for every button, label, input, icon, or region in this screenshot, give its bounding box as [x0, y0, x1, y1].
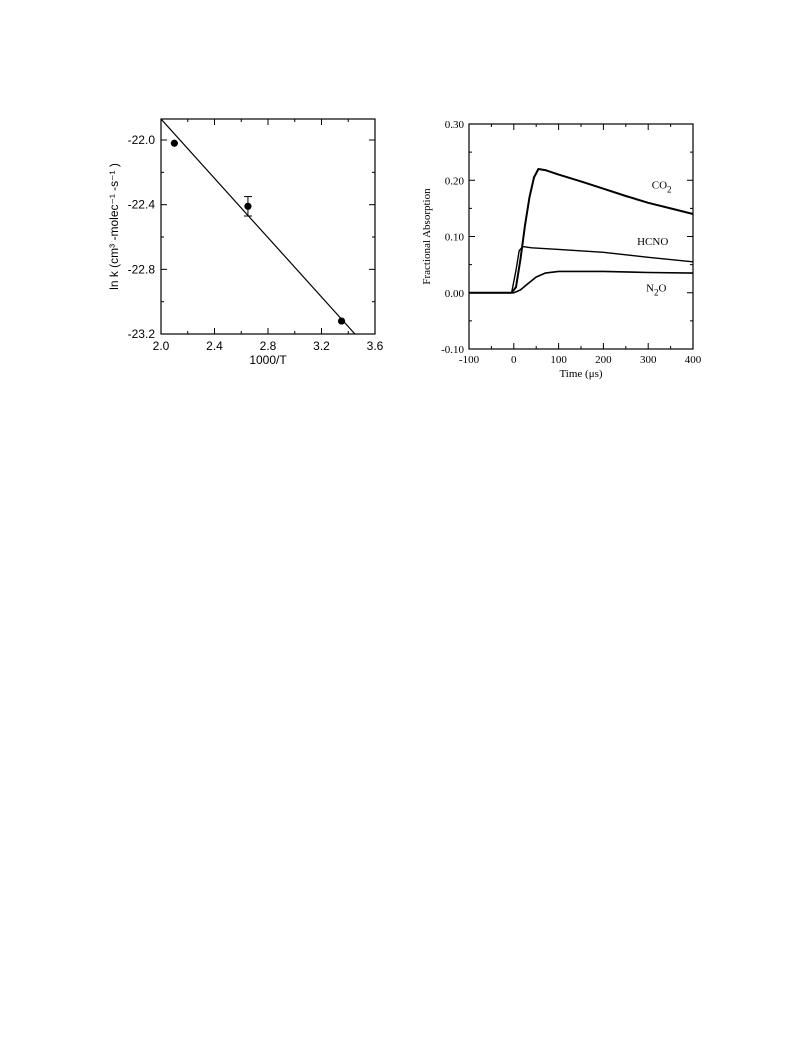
x-tick-label: 2.8: [260, 339, 277, 353]
series-label-main: HCNO: [637, 236, 668, 248]
series-label: HCNO: [637, 236, 668, 248]
x-tick-label: 3.6: [367, 339, 384, 353]
x-tick-label: 2.0: [153, 339, 170, 353]
x-tick-label: 200: [595, 354, 612, 366]
x-tick-label: 3.2: [313, 339, 330, 353]
data-point: [170, 139, 178, 147]
series-label: N2O: [646, 283, 666, 298]
series-label-main: CO: [652, 180, 667, 192]
y-axis-label: Fractional Absorption: [421, 188, 433, 285]
x-axis-label: Time (μs): [559, 368, 602, 380]
x-tick-label: -100: [459, 354, 480, 366]
y-tick-label: 0.20: [445, 175, 465, 187]
x-tick-label: 100: [550, 354, 567, 366]
x-axis-label: 1000/T: [249, 353, 287, 367]
y-axis-label: ln k (cm³ -molec⁻¹ -s⁻¹ ): [107, 163, 121, 290]
data-point: [244, 202, 252, 210]
y-tick-label: -22.4: [128, 198, 156, 212]
series-line-n2o: [469, 270, 694, 294]
series-label-subscript: 2: [654, 288, 659, 298]
y-tick-label: 0.10: [445, 232, 465, 244]
y-tick-label: -0.10: [441, 344, 464, 356]
y-tick-label: -22.0: [128, 133, 156, 147]
fit-line: [160, 118, 356, 335]
series-label-main: N: [646, 283, 654, 295]
data-point: [337, 317, 346, 325]
series-label-subscript: 2: [667, 185, 672, 195]
y-tick-label: 0.00: [445, 288, 465, 300]
x-tick-label: 400: [685, 354, 702, 366]
series-line-co2: [469, 168, 694, 294]
series-line-hcno: [469, 245, 694, 294]
x-tick-label: 300: [640, 354, 657, 366]
series-label: CO2: [652, 180, 672, 195]
y-tick-label: -23.2: [128, 327, 156, 341]
y-tick-label: -22.8: [128, 262, 156, 276]
x-tick-label: 2.4: [206, 339, 223, 353]
y-tick-label: 0.30: [445, 119, 465, 131]
x-tick-label: 0: [511, 354, 517, 366]
series-label-tail: O: [659, 283, 667, 295]
